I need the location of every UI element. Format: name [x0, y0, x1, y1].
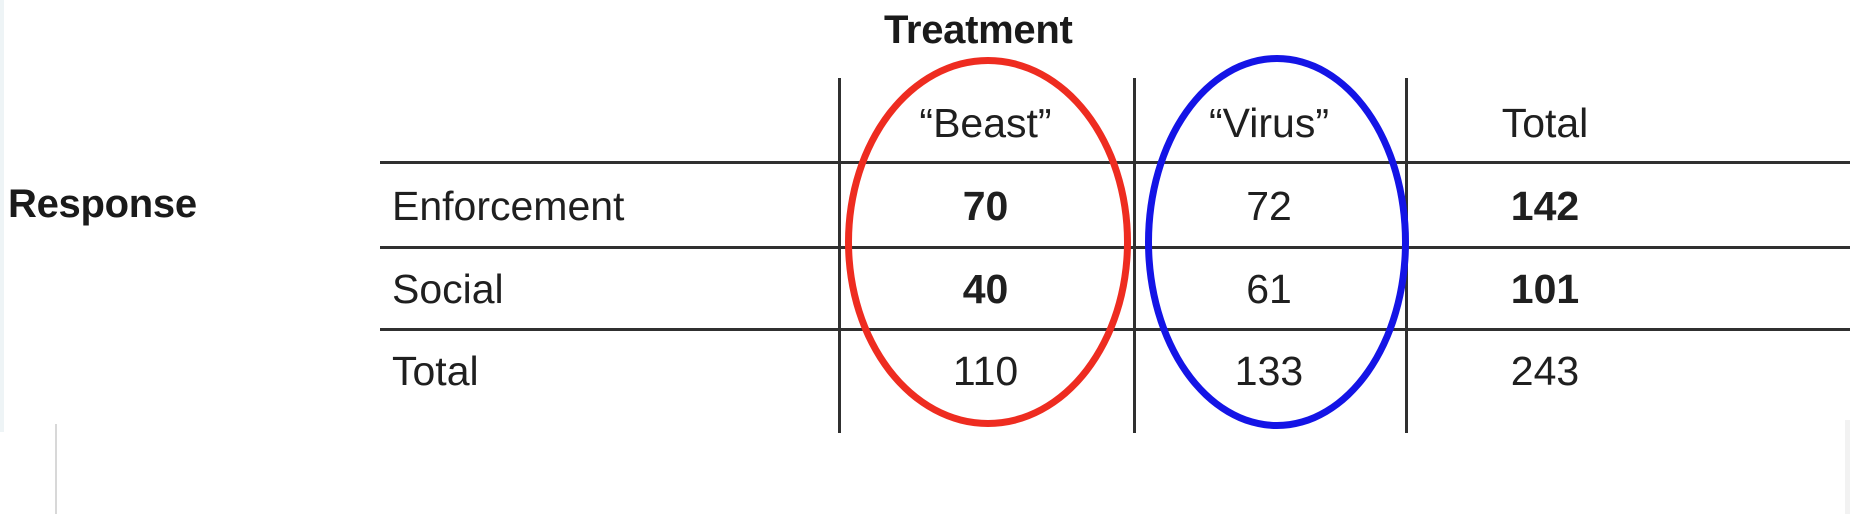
contingency-table: “Beast” “Virus” Total Enforcement 70 72 … — [380, 60, 1850, 433]
cell-social-beast: 40 — [962, 266, 1009, 312]
cell-enforcement-beast: 70 — [962, 183, 1009, 229]
response-group-label: Response — [8, 182, 197, 226]
column-header-virus: “Virus” — [1209, 100, 1329, 146]
row-header-enforcement: Enforcement — [392, 183, 625, 229]
column-header-beast: “Beast” — [919, 100, 1052, 146]
cell-total-grand: 243 — [1510, 348, 1580, 394]
row-divider-2 — [380, 328, 1850, 331]
column-divider-1 — [838, 78, 841, 433]
column-divider-2 — [1133, 78, 1136, 433]
cell-total-virus: 133 — [1234, 348, 1304, 394]
row-header-social: Social — [392, 266, 504, 312]
cell-enforcement-virus: 72 — [1246, 183, 1292, 229]
page-edge-artifact-left — [0, 0, 4, 432]
column-header-total: Total — [1501, 100, 1589, 146]
page-edge-artifact-right — [1845, 420, 1850, 514]
page-edge-artifact-bottom — [55, 424, 57, 514]
cell-total-beast: 110 — [952, 348, 1019, 394]
row-header-total: Total — [392, 348, 479, 394]
row-divider-1 — [380, 246, 1850, 249]
cell-social-total: 101 — [1510, 266, 1580, 312]
treatment-group-label: Treatment — [884, 8, 1073, 52]
cell-enforcement-total: 142 — [1510, 183, 1580, 229]
cell-social-virus: 61 — [1246, 266, 1292, 312]
header-bottom-rule — [380, 161, 1850, 164]
